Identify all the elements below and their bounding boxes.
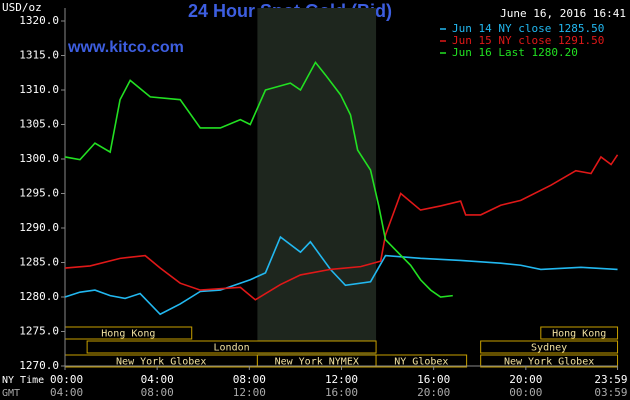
gmt-tick-label: 04:00: [50, 386, 83, 399]
y-tick-label: 1300.0: [19, 152, 59, 165]
y-tick-label: 1280.0: [19, 290, 59, 303]
gmt-tick-label: 03:59: [594, 386, 627, 399]
legend-label: Jun 15 NY close 1291.50: [452, 34, 604, 47]
gmt-tick-label: 08:00: [141, 386, 174, 399]
session-label: New York Globex: [116, 357, 206, 368]
series-line: [64, 235, 618, 316]
session-box: [86, 340, 377, 354]
y-tick-label: 1290.0: [19, 221, 59, 234]
session-box: [375, 354, 468, 368]
session-label: NY Globex: [394, 357, 448, 368]
website: www.kitco.com: [67, 39, 184, 56]
session-layer: Hong Kong Hong Kong London Sydney New York G…: [64, 326, 619, 368]
gmt-tick-label: 20:00: [417, 386, 450, 399]
y-tick-label: 1305.0: [19, 118, 59, 131]
x-tick-label: 00:00: [50, 373, 83, 386]
y-tick-label: 1270.0: [19, 359, 59, 372]
session-box: [480, 354, 619, 368]
gmt-tick-label: 00:00: [509, 386, 542, 399]
session-box: [540, 326, 619, 340]
session-label: London: [214, 343, 250, 354]
series-line: [64, 60, 453, 298]
legend-label: Jun 14 NY close 1285.50: [452, 22, 604, 35]
x-tick-label: 20:00: [509, 373, 542, 386]
y-tick-label: 1275.0: [19, 325, 59, 338]
y-tick-label: 1320.0: [19, 14, 59, 27]
x-axis-label: NY Time: [2, 375, 44, 386]
x-tick-label: 12:00: [325, 373, 358, 386]
session-label: Sydney: [531, 343, 567, 354]
session-label: Hong Kong: [552, 329, 606, 340]
y-tick-label: 1315.0: [19, 49, 59, 62]
legend-label: Jun 16 Last 1280.20: [452, 46, 578, 59]
x-tick-label: 23:59: [594, 373, 627, 386]
session-label: Hong Kong: [101, 329, 155, 340]
gmt-axis-label: GMT: [2, 388, 20, 399]
series-line: [64, 154, 619, 301]
timestamp: June 16, 2016 16:41: [500, 7, 626, 20]
y-tick-label: 1285.0: [19, 256, 59, 269]
gmt-tick-label: 12:00: [233, 386, 266, 399]
y-tick-label: 1295.0: [19, 187, 59, 200]
y-tick-label: 1310.0: [19, 83, 59, 96]
gmt-tick-label: 16:00: [325, 386, 358, 399]
x-tick-label: 04:00: [141, 373, 174, 386]
x-tick-label: 16:00: [417, 373, 450, 386]
background-layer: [257, 8, 377, 366]
session-shade: [257, 8, 377, 366]
x-tick-label: 08:00: [233, 373, 266, 386]
session-label: New York Globex: [504, 357, 594, 368]
session-label: New York NYMEX: [275, 357, 359, 368]
y-axis-label: USD/oz: [2, 1, 42, 14]
session-box: [480, 340, 619, 354]
